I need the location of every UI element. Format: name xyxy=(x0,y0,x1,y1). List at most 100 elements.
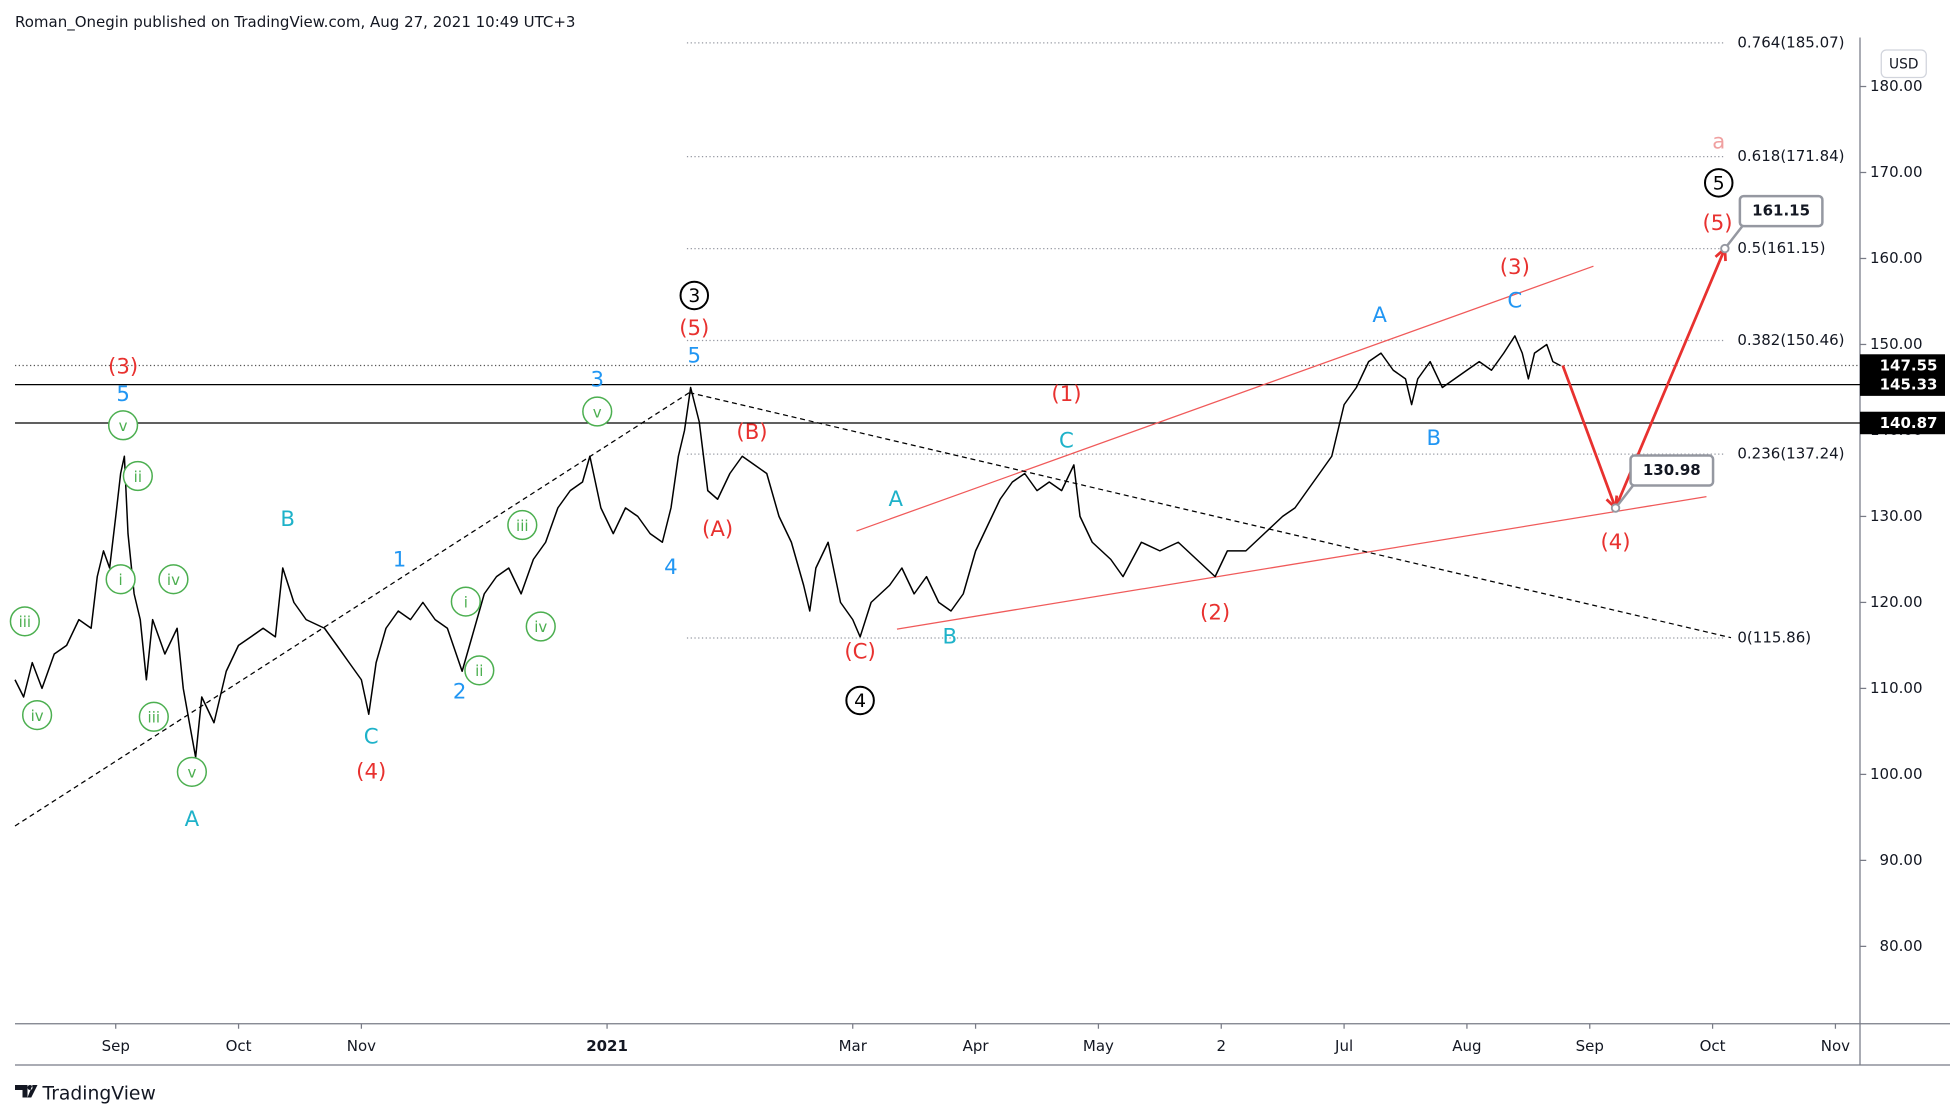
wave-label: v xyxy=(187,764,196,782)
price-badge-text: 140.87 xyxy=(1880,414,1938,432)
x-tick-label: 2021 xyxy=(586,1037,628,1055)
label-circle xyxy=(138,701,169,732)
x-tick-label: Sep xyxy=(102,1037,130,1055)
wave-label: B xyxy=(1426,426,1441,451)
wave-label: iii xyxy=(19,613,32,631)
wave-label: (4) xyxy=(356,760,386,785)
price-badge-text: 145.33 xyxy=(1880,376,1938,394)
y-tick-label: 80.00 xyxy=(1880,937,1923,955)
price-badge xyxy=(1860,411,1945,435)
price-line xyxy=(14,335,1561,758)
wave-label: i xyxy=(464,593,468,611)
label-circle xyxy=(525,611,556,642)
x-tick-label: Oct xyxy=(226,1037,252,1055)
wave-label: A xyxy=(888,487,903,512)
fib-label: 0.236(137.24) xyxy=(1737,445,1844,463)
y-tick-label: 150.00 xyxy=(1870,335,1923,353)
label-circle xyxy=(845,685,875,716)
wave-label: 5 xyxy=(688,344,702,369)
wave-label: (1) xyxy=(1051,382,1081,407)
wave-label: iii xyxy=(148,709,161,727)
callout-box xyxy=(1629,454,1715,487)
wave-label: A xyxy=(185,807,200,832)
price-badge xyxy=(1860,354,1945,377)
wave-label: (5) xyxy=(1702,211,1732,236)
callout-pointer xyxy=(1614,484,1635,509)
footer: TradingView xyxy=(42,1083,156,1104)
wave-label: (4) xyxy=(1601,530,1631,555)
fib-label: 0.5(161.15) xyxy=(1737,239,1825,257)
currency-button[interactable] xyxy=(1880,49,1927,79)
label-circle xyxy=(464,655,495,686)
y-tick-label: 160.00 xyxy=(1870,249,1923,267)
label-circle xyxy=(176,756,208,787)
price-badge xyxy=(1860,373,1945,396)
y-tick-label: 90.00 xyxy=(1880,851,1923,869)
label-circle xyxy=(450,586,481,617)
wave-label: iv xyxy=(167,571,180,589)
label-circle xyxy=(1703,168,1734,198)
wave-label: (5) xyxy=(679,316,709,341)
wave-label: C xyxy=(1507,288,1522,313)
label-circle xyxy=(107,410,139,441)
trendline xyxy=(14,392,690,827)
trendline xyxy=(689,392,1732,639)
wave-label: 2 xyxy=(453,680,467,705)
fib-label: 0.382(150.46) xyxy=(1737,331,1844,349)
wave-label: 1 xyxy=(393,547,407,572)
wave-label: i xyxy=(119,571,123,589)
label-circle xyxy=(122,460,153,492)
fib-label: 0.764(185.07) xyxy=(1737,33,1844,51)
wave-label: 5 xyxy=(1713,174,1725,195)
callout-text: 130.98 xyxy=(1643,461,1701,479)
wave-label: 5 xyxy=(116,382,130,407)
x-tick-label: Oct xyxy=(1700,1037,1726,1055)
x-tick-label: 2 xyxy=(1216,1037,1226,1055)
wave-label: 3 xyxy=(688,286,700,307)
wave-label: B xyxy=(280,507,295,532)
wave-label: iv xyxy=(534,618,547,636)
wave-label: (B) xyxy=(736,420,767,445)
y-tick-label: 180.00 xyxy=(1870,77,1923,95)
x-tick-label: Sep xyxy=(1576,1037,1604,1055)
wave-label: a xyxy=(1712,129,1725,154)
y-tick-label: 120.00 xyxy=(1870,593,1923,611)
wave-label: A xyxy=(1372,303,1387,328)
price-badge-text: 147.55 xyxy=(1880,357,1938,375)
logo-mark xyxy=(15,1085,38,1098)
y-tick-label: 170.00 xyxy=(1870,163,1923,181)
callout-anchor xyxy=(1720,243,1730,254)
label-circle xyxy=(105,564,136,595)
tv-logo xyxy=(15,1085,38,1098)
label-circle xyxy=(679,280,710,311)
wave-label: (3) xyxy=(108,355,138,380)
x-tick-label: May xyxy=(1083,1037,1114,1055)
x-tick-label: Jul xyxy=(1334,1037,1353,1055)
callout-pointer xyxy=(1723,225,1744,250)
currency[interactable]: USD xyxy=(1889,56,1918,72)
wave-label: 4 xyxy=(854,691,866,712)
fib-label: 0.618(171.84) xyxy=(1737,147,1844,165)
header: Roman_Onegin published on TradingView.co… xyxy=(15,13,575,32)
wave-label: ii xyxy=(134,468,142,486)
wave-label: (3) xyxy=(1500,255,1530,280)
y-tick-label: 130.00 xyxy=(1870,507,1923,525)
trendline xyxy=(896,496,1707,630)
y-tick-label: 100.00 xyxy=(1870,765,1923,783)
callout-box xyxy=(1738,194,1824,228)
wave-label: v xyxy=(593,403,602,421)
label-circle xyxy=(21,699,53,731)
wave-label: iii xyxy=(516,517,529,535)
label-circle xyxy=(507,509,538,541)
wave-label: C xyxy=(364,724,379,749)
wave-label: 3 xyxy=(590,368,604,393)
wave-label: v xyxy=(119,417,128,435)
trendline xyxy=(856,265,1594,532)
x-tick-label: Apr xyxy=(963,1037,990,1055)
x-tick-label: Nov xyxy=(1821,1037,1850,1055)
wave-label: (C) xyxy=(844,639,875,664)
wave-label: (A) xyxy=(702,517,733,542)
